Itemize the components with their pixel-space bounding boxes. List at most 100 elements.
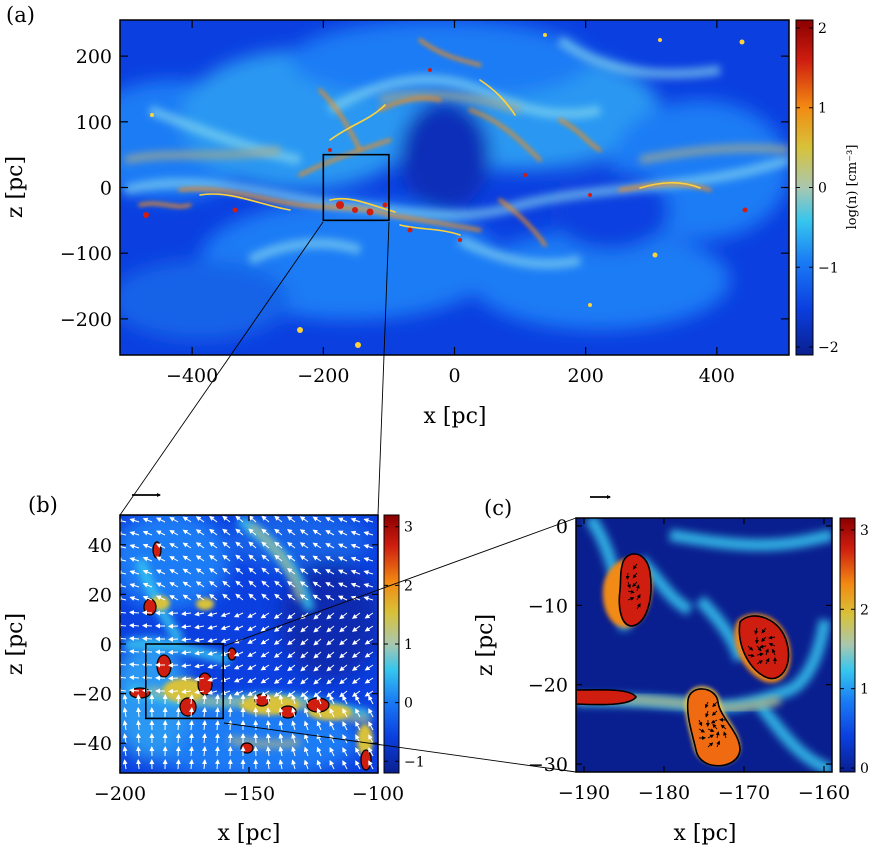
clump <box>576 689 637 706</box>
velocity-arrow <box>337 543 348 549</box>
connector-left <box>119 221 324 516</box>
velocity-arrow <box>715 731 720 739</box>
velocity-arrow <box>120 623 127 628</box>
velocity-arrow <box>368 760 374 770</box>
velocity-arrow <box>627 589 635 594</box>
velocity-arrow <box>175 707 181 718</box>
velocity-arrow <box>303 759 309 770</box>
velocity-arrow <box>300 677 309 685</box>
velocity-arrow <box>155 543 166 549</box>
velocity-arrow <box>627 597 635 601</box>
velocity-arrow <box>337 595 348 601</box>
velocity-arrow <box>182 594 192 601</box>
velocity-arrow <box>209 528 218 536</box>
velocity-arrow <box>299 555 309 562</box>
panel-b-label: (b) <box>28 493 58 517</box>
velocity-arrow <box>248 515 257 523</box>
colorbar-tick-label: −1 <box>818 260 839 276</box>
velocity-arrow <box>155 530 166 536</box>
velocity-arrow <box>155 569 166 575</box>
clump <box>129 687 151 699</box>
velocity-arrow <box>325 582 335 588</box>
colorbar-tick-label: 1 <box>860 682 869 698</box>
clump <box>738 615 790 680</box>
velocity-arrow <box>287 677 296 685</box>
velocity-arrow <box>214 733 220 744</box>
y-tick-label: −20 <box>528 675 568 697</box>
velocity-arrow <box>169 569 179 575</box>
velocity-arrow <box>181 689 192 695</box>
velocity-arrow <box>155 595 166 601</box>
velocity-arrow <box>265 733 271 744</box>
velocity-arrow <box>339 612 348 620</box>
velocity-arrow <box>265 746 271 757</box>
velocity-arrow <box>329 708 335 718</box>
velocity-arrow <box>209 593 218 601</box>
velocity-arrow <box>120 596 127 602</box>
x-tick-label: −150 <box>223 783 275 805</box>
panel-b-ylabel: z [pc] <box>3 613 28 675</box>
velocity-arrow <box>248 593 257 601</box>
velocity-arrow <box>129 636 140 642</box>
velocity-arrow <box>248 580 257 588</box>
velocity-arrow <box>303 746 309 757</box>
y-tick-label: 100 <box>76 112 112 134</box>
velocity-arrow <box>194 663 205 669</box>
velocity-arrow <box>312 529 322 536</box>
velocity-arrow <box>339 664 348 672</box>
velocity-arrow <box>355 695 361 705</box>
velocity-arrow <box>142 582 153 588</box>
velocity-arrow <box>235 541 244 549</box>
velocity-arrow <box>233 612 244 618</box>
velocity-arrow <box>122 694 128 705</box>
velocity-arrow <box>339 625 348 633</box>
velocity-arrow <box>120 531 127 537</box>
velocity-arrow <box>120 610 127 615</box>
velocity-arrow <box>316 720 322 731</box>
colorbar-tick-label: −1 <box>404 754 425 770</box>
velocity-arrow <box>207 637 218 643</box>
velocity-arrow <box>247 677 257 683</box>
velocity-arrow <box>325 530 335 536</box>
velocity-arrow <box>260 677 270 684</box>
velocity-arrow <box>316 707 322 718</box>
velocity-arrow <box>202 759 207 770</box>
velocity-arrow <box>364 690 374 697</box>
colorbar-tick-label: 2 <box>818 21 827 37</box>
velocity-arrow <box>278 733 284 744</box>
velocity-arrow <box>287 612 296 620</box>
velocity-arrow <box>368 695 374 705</box>
velocity-arrow <box>351 664 361 671</box>
velocity-arrow <box>350 543 361 549</box>
velocity-arrow <box>142 530 153 536</box>
velocity-arrow <box>632 572 638 579</box>
panel-c-density-map <box>576 518 832 772</box>
colorbar-tick-label: 1 <box>404 637 413 653</box>
velocity-arrow <box>299 581 309 588</box>
colorbar-tick-label: −2 <box>818 340 839 356</box>
velocity-arrow <box>142 556 153 562</box>
velocity-arrow <box>363 544 374 549</box>
velocity-arrow <box>364 651 374 658</box>
velocity-arrow <box>120 636 127 641</box>
velocity-arrow <box>136 746 142 757</box>
velocity-arrow <box>765 648 769 656</box>
velocity-arrow <box>287 580 296 588</box>
velocity-arrow <box>273 612 283 619</box>
velocity-arrow <box>632 581 638 588</box>
velocity-arrow <box>207 663 218 669</box>
velocity-arrow <box>720 724 727 730</box>
velocity-arrow <box>287 625 296 633</box>
velocity-arrow <box>326 638 335 646</box>
velocity-arrow <box>274 593 283 601</box>
velocity-arrow <box>120 688 127 693</box>
velocity-arrow <box>287 593 296 601</box>
velocity-arrow <box>220 638 231 644</box>
velocity-arrow <box>207 650 218 656</box>
velocity-arrow <box>188 720 194 731</box>
velocity-arrow <box>756 652 764 657</box>
velocity-arrow <box>235 528 244 536</box>
y-tick-label: −200 <box>60 309 112 331</box>
velocity-arrow <box>120 649 127 654</box>
velocity-arrow <box>120 518 127 524</box>
